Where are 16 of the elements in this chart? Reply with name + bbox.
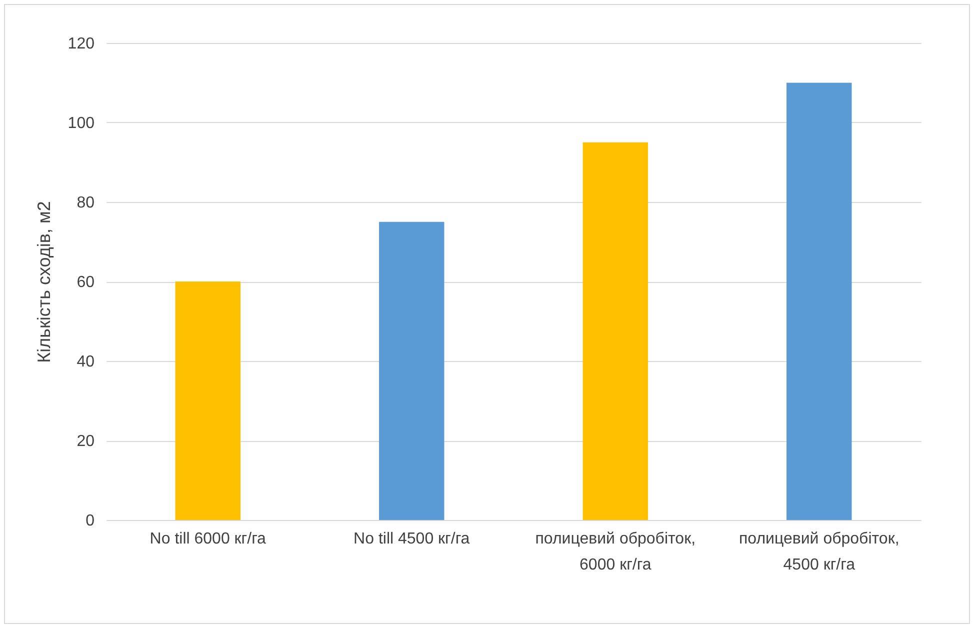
x-tick-label: полицевий обробіток, 6000 кг/га [535,530,696,574]
y-tick-label: 100 [68,115,95,132]
x-tick-label: No till 4500 кг/га [354,530,470,548]
y-tick-label: 0 [86,512,95,530]
x-tick-label: No till 6000 кг/га [150,530,266,548]
x-tick-label: полицевий обробіток, 4500 кг/га [738,530,900,574]
y-tick-label: 40 [76,354,95,370]
bar [582,142,648,520]
y-tick-label: 60 [76,274,95,291]
y-tick-label: 20 [76,433,95,450]
y-tick-label: 120 [68,36,95,52]
y-axis-title: Кількість сходів, м2 [34,201,54,363]
bar [786,82,852,520]
y-tick-label: 80 [76,194,95,212]
bar [175,282,240,520]
bar [379,222,444,520]
